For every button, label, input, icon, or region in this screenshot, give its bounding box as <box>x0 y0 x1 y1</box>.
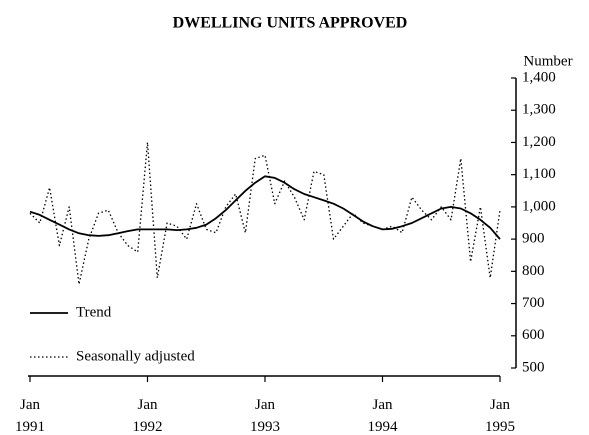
legend-label: Seasonally adjusted <box>76 348 195 364</box>
y-tick-label: 1,200 <box>522 134 556 150</box>
x-tick-label: Jan 1992 <box>132 397 163 435</box>
chart-title: DWELLING UNITS APPROVED <box>173 15 408 32</box>
x-tick-label: Jan 1995 <box>485 397 515 435</box>
y-tick-label: 1,400 <box>522 69 556 85</box>
series-line <box>29 175 501 240</box>
y-tick-label: 900 <box>522 231 545 247</box>
y-tick-label: 500 <box>522 359 545 375</box>
y-tick-label: 1,100 <box>522 166 556 182</box>
y-tick-label: 1,000 <box>522 198 556 214</box>
x-tick-label: Jan 1993 <box>250 397 280 435</box>
x-tick-label: Jan 1991 <box>15 397 45 435</box>
x-tick-label: Jan 1994 <box>367 397 398 435</box>
y-tick-label: 600 <box>522 327 545 343</box>
y-tick-label: 700 <box>522 295 545 311</box>
legend-label: Trend <box>76 304 112 320</box>
y-tick-label: 800 <box>522 263 545 279</box>
y-axis-label: Number <box>523 53 572 69</box>
y-tick-label: 1,300 <box>522 102 556 118</box>
